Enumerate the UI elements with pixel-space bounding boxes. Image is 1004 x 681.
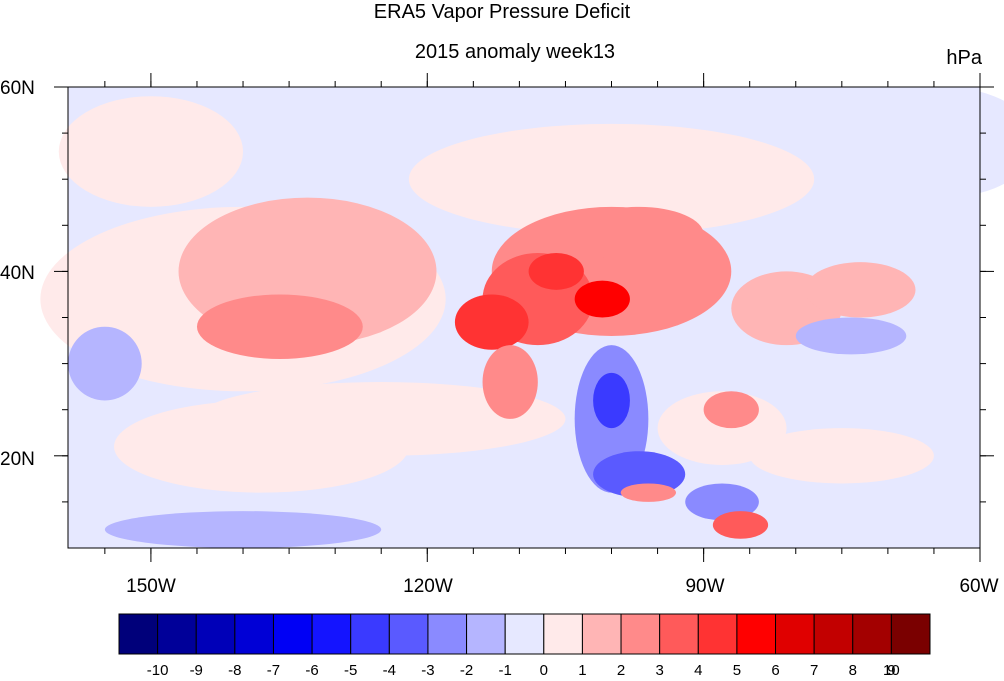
colorbar-tick-label: 0 xyxy=(539,662,548,679)
colorbar-swatch xyxy=(581,613,622,655)
anomaly-region-23 xyxy=(620,483,676,502)
colorbar-swatch xyxy=(272,613,313,655)
map-title: ERA5 Vapor Pressure Deficit xyxy=(373,1,631,23)
colorbar-tick-label: 1 xyxy=(578,662,587,679)
anomaly-region-25 xyxy=(851,87,1004,198)
colorbar-swatch xyxy=(427,613,468,655)
anomaly-region-12 xyxy=(574,206,704,263)
anomaly-region-10 xyxy=(574,280,630,318)
colorbar-tick-label: 3 xyxy=(655,662,664,679)
colorbar-swatch xyxy=(852,613,892,655)
colorbar-tick-label: 9 xyxy=(887,662,896,679)
anomaly-region-17 xyxy=(703,391,759,429)
lat-label-40n: 40N xyxy=(0,263,35,284)
colorbar-swatch xyxy=(118,613,159,655)
colorbar-swatch xyxy=(620,613,661,655)
colorbar-swatch xyxy=(813,613,854,655)
colorbar-swatch xyxy=(157,613,197,655)
units-label: hPa xyxy=(946,47,982,69)
colorbar-tick-label: -10 xyxy=(146,662,169,679)
colorbar-tick-label: 10 xyxy=(883,662,900,679)
anomaly-region-22 xyxy=(685,483,759,521)
colorbar-swatch xyxy=(736,613,777,655)
anomaly-region-6 xyxy=(408,123,815,235)
colorbar-tick-label: 8 xyxy=(848,662,857,679)
anomaly-region-26 xyxy=(795,317,907,355)
colorbar-swatch xyxy=(659,613,699,655)
colorbar-swatch xyxy=(195,613,236,655)
anomaly-region-9 xyxy=(454,294,529,350)
colorbar-tick-label: -1 xyxy=(498,662,512,679)
colorbar-swatch xyxy=(890,613,931,655)
colorbar-swatch xyxy=(311,613,352,655)
colorbar-swatch xyxy=(466,613,506,655)
anomaly-region-20 xyxy=(593,372,630,429)
colorbar-swatch xyxy=(697,613,738,655)
lon-label-60w: 60W xyxy=(959,576,999,597)
anomaly-region-11 xyxy=(528,252,584,290)
colorbar-tick-label: -5 xyxy=(344,662,358,679)
colorbar-tick-label: 7 xyxy=(809,662,819,679)
lon-label-120w: 120W xyxy=(403,576,453,597)
anomaly-region-24 xyxy=(712,511,769,539)
lat-label-20n: 20N xyxy=(0,449,35,470)
anomaly-region-18 xyxy=(749,428,934,484)
anomaly-region-4 xyxy=(114,400,409,493)
colorbar-swatch xyxy=(234,613,274,655)
anomaly-region-5 xyxy=(58,96,244,207)
colorbar-swatch xyxy=(388,613,429,655)
colorbar-swatch xyxy=(504,613,545,655)
lat-label-60n: 60N xyxy=(0,78,35,99)
anomaly-region-28 xyxy=(68,326,142,401)
colorbar-swatch xyxy=(775,613,815,655)
colorbar-tick-label: -8 xyxy=(228,662,242,679)
anomaly-region-13 xyxy=(482,345,538,419)
colorbar-tick-label: -7 xyxy=(266,662,281,679)
anomaly-region-2 xyxy=(196,294,363,359)
colorbar-tick-label: -3 xyxy=(421,662,435,679)
colorbar-tick-label: -6 xyxy=(305,662,319,679)
lon-label-150w: 150W xyxy=(126,576,176,597)
colorbar-tick-label: 2 xyxy=(616,662,626,679)
colorbar-tick-label: -9 xyxy=(189,662,203,679)
colorbar-tick-label: 6 xyxy=(771,662,780,679)
anomaly-region-27 xyxy=(104,511,382,548)
colorbar-tick-label: -2 xyxy=(459,662,474,679)
lon-label-90w: 90W xyxy=(685,576,725,597)
colorbar-tick-label: 4 xyxy=(694,662,703,679)
colorbar-tick-label: -4 xyxy=(382,662,396,679)
colorbar-swatch xyxy=(543,613,583,655)
colorbar-swatch xyxy=(350,613,390,655)
anomaly-region-15 xyxy=(804,262,916,318)
colorbar-tick-label: 5 xyxy=(732,662,742,679)
map-subtitle: 2015 anomaly week13 xyxy=(414,41,616,63)
